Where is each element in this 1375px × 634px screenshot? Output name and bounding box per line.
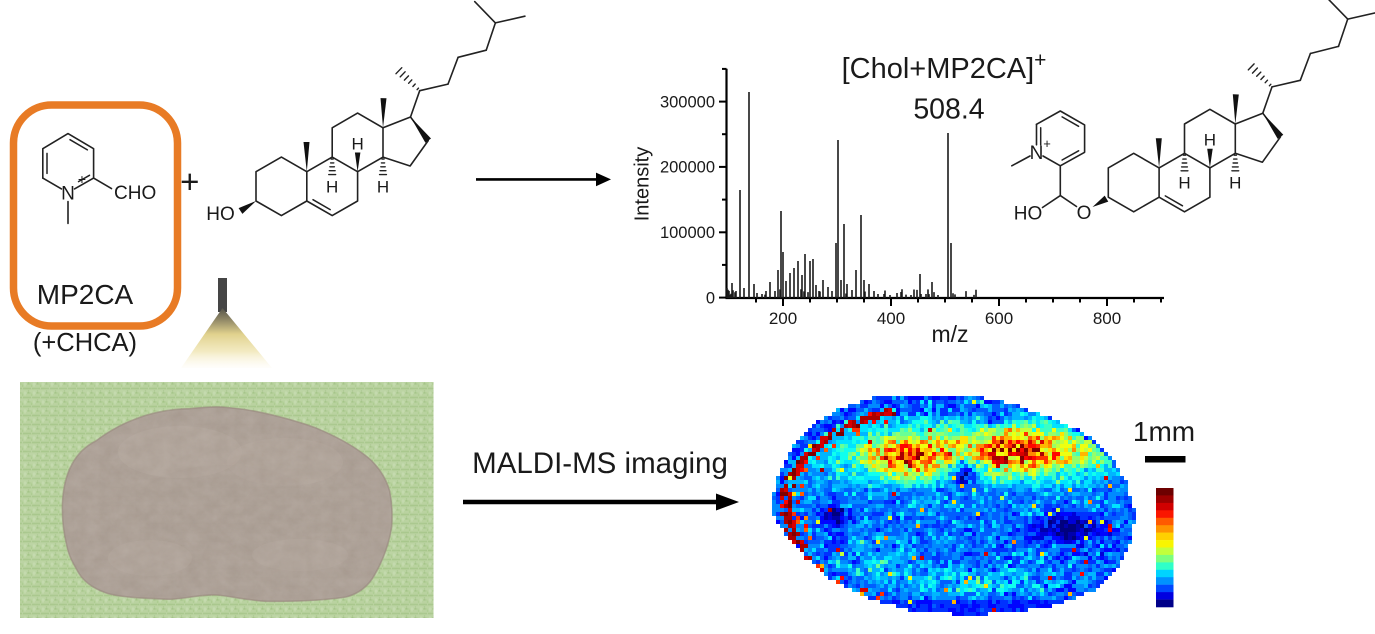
svg-text:CHO: CHO [114,183,156,204]
svg-text:+: + [78,171,86,187]
svg-text:200: 200 [769,309,797,328]
svg-text:800: 800 [1093,309,1121,328]
svg-text:+: + [1043,136,1051,151]
svg-text:300000: 300000 [660,93,715,111]
svg-text:(+CHCA): (+CHCA) [33,329,137,357]
svg-text:100000: 100000 [660,224,715,242]
svg-text:600: 600 [985,309,1013,328]
svg-text:MALDI-MS imaging: MALDI-MS imaging [472,447,728,480]
svg-text:1mm: 1mm [1133,416,1195,447]
svg-text:Intensity: Intensity [632,147,654,221]
svg-text:N: N [1030,143,1044,164]
svg-text:400: 400 [877,309,905,328]
svg-text:O: O [1077,203,1092,224]
svg-text:HO: HO [206,204,235,225]
svg-text:[Chol+MP2CA]+: [Chol+MP2CA]+ [842,49,1047,85]
svg-text:MP2CA: MP2CA [37,279,134,310]
svg-text:0: 0 [706,289,715,307]
svg-text:m/z: m/z [931,321,968,347]
svg-text:HO: HO [1014,204,1043,225]
svg-text:200000: 200000 [660,159,715,177]
svg-text:+: + [180,163,199,200]
svg-text:N: N [61,183,75,204]
svg-text:508.4: 508.4 [913,94,984,126]
